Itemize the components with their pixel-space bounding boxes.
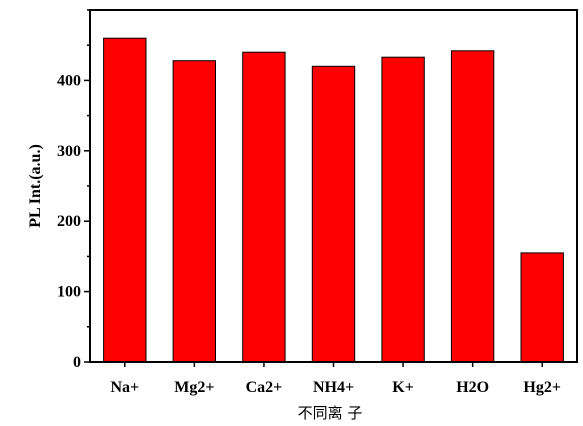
x-tick-label: Hg2+ (523, 379, 561, 396)
bar-na (103, 37, 147, 363)
bar-ca2 (242, 51, 286, 363)
x-tick-label: Na+ (110, 379, 139, 396)
x-tick-label: H2O (456, 379, 489, 396)
x-tick-label: K+ (392, 379, 414, 396)
y-axis-ticks: 0 100 200 300 400 (57, 9, 90, 371)
bar-h2o (450, 50, 495, 363)
bar-k (381, 56, 425, 363)
y-tick-label: 200 (57, 213, 81, 230)
y-axis-title: PL Int.(a.u.) (27, 144, 44, 228)
y-tick-label: 400 (57, 72, 81, 89)
x-tick-label: NH4+ (313, 379, 354, 396)
x-axis-title: 不同离 子 (298, 404, 363, 422)
x-tick-label: Mg2+ (174, 379, 214, 396)
y-tick-label: 300 (57, 143, 81, 160)
bar-mg2 (172, 60, 217, 363)
y-tick-label: 0 (73, 354, 81, 371)
bar-nh4 (311, 65, 356, 363)
y-tick-label: 100 (57, 284, 81, 301)
bar-hg2 (520, 252, 564, 363)
bars-group (103, 37, 564, 363)
x-axis-ticks: Na+ Mg2+ Ca2+ NH4+ K+ H2O Hg2+ (110, 362, 561, 396)
x-tick-label: Ca2+ (246, 379, 283, 396)
